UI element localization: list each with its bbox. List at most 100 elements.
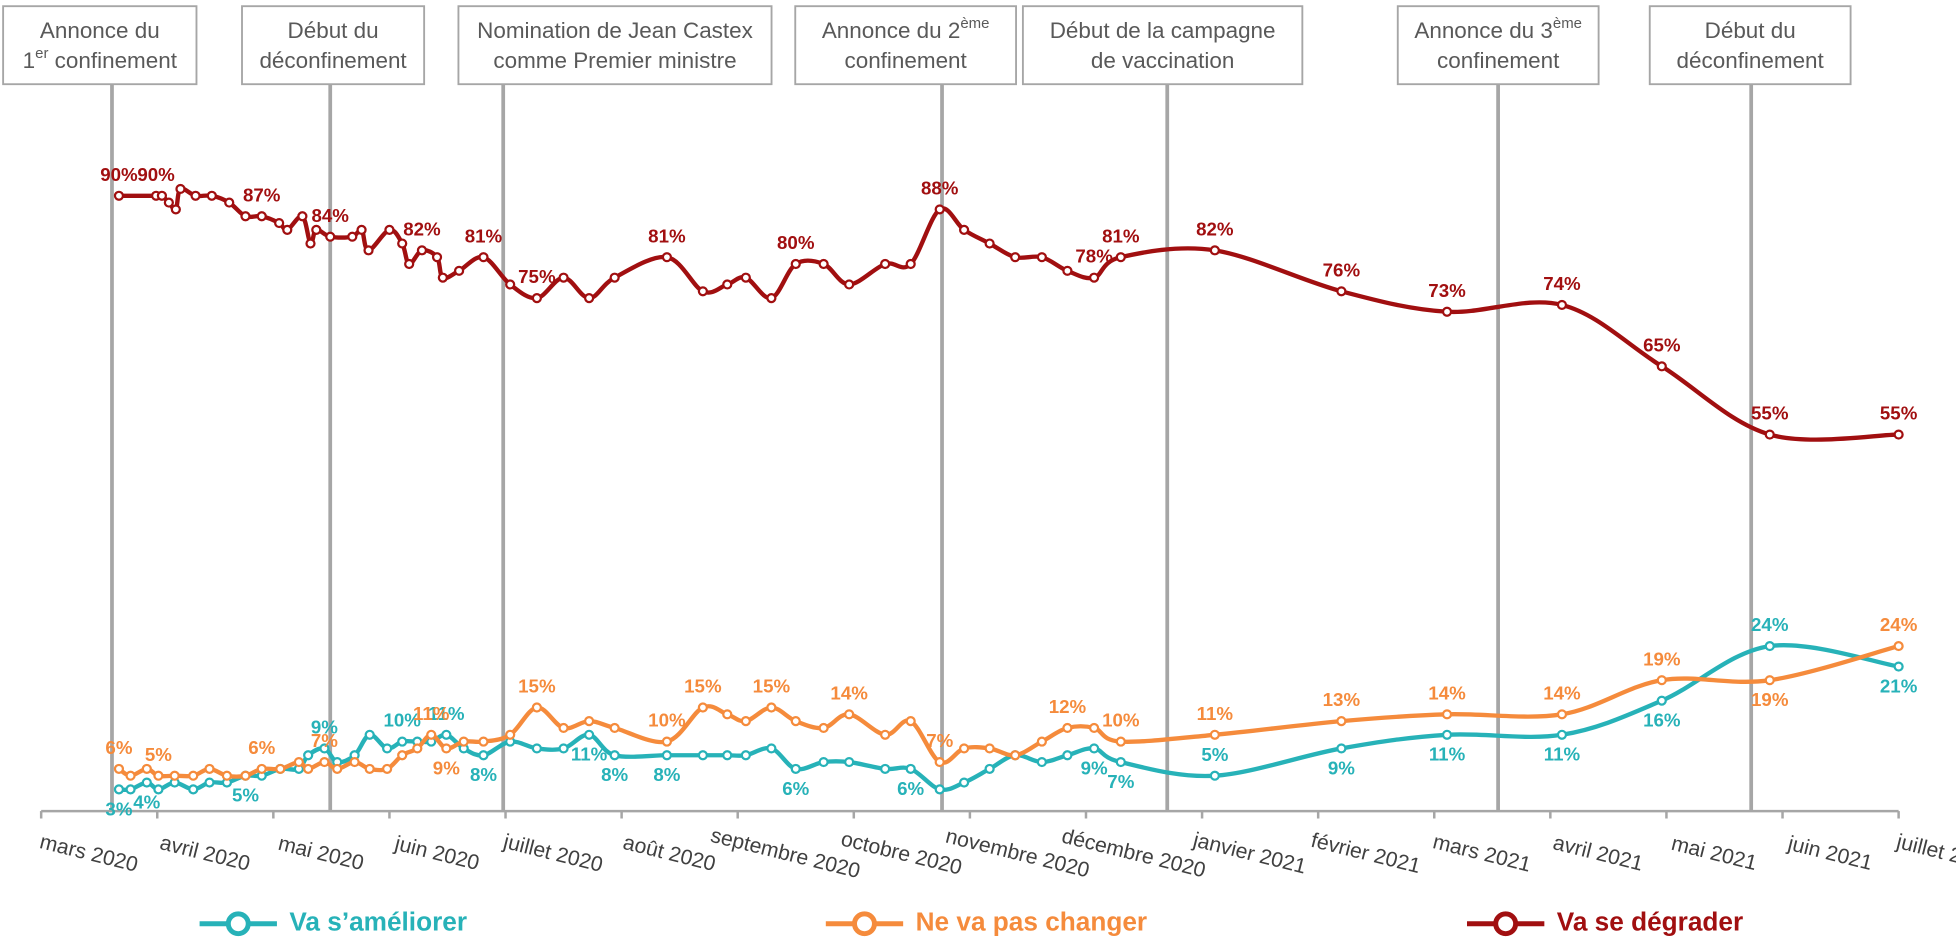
event-box [457, 5, 773, 86]
point [478, 750, 489, 761]
x-tick-label: août 2020 [621, 831, 718, 876]
event-label: Début du [1705, 18, 1796, 43]
point [1764, 429, 1775, 440]
data-label: 5% [145, 744, 172, 765]
event-text: comme Premier ministre [493, 48, 736, 73]
point [397, 238, 408, 249]
data-label: 11% [428, 703, 465, 724]
data-label: 73% [1428, 280, 1466, 301]
data-label: 81% [648, 225, 686, 246]
data-label: 7% [926, 730, 953, 751]
point [303, 763, 314, 774]
point [1010, 252, 1021, 263]
data-label: 5% [232, 785, 259, 806]
point [740, 750, 751, 761]
point [1656, 695, 1667, 706]
point [325, 231, 336, 242]
point [790, 716, 801, 727]
point [478, 736, 489, 747]
data-label: 6% [105, 737, 132, 758]
point [437, 272, 448, 283]
legend-label: Va s’améliorer [289, 907, 467, 937]
point [558, 722, 569, 734]
x-tick-label: avril 2021 [1551, 831, 1646, 875]
point [558, 272, 569, 283]
event-sup: ème [960, 16, 989, 32]
event-label: confinement [1437, 48, 1560, 73]
event-text: Nomination de Jean Castex [477, 18, 753, 43]
point [934, 784, 945, 795]
point [1209, 729, 1220, 740]
point [113, 784, 125, 795]
point [382, 743, 393, 754]
point [397, 736, 408, 747]
data-label: 3% [105, 798, 132, 819]
event-text: 1 [23, 48, 35, 73]
data-label: 8% [653, 764, 680, 785]
point [844, 279, 855, 290]
point [1656, 675, 1667, 686]
event-box [2, 5, 198, 86]
point [384, 224, 395, 235]
point [364, 763, 375, 774]
point [356, 224, 367, 235]
point [609, 750, 620, 761]
point [188, 770, 199, 781]
event-label: Annonce du 3ème [1414, 16, 1582, 43]
x-tick-label: juin 2021 [1785, 832, 1875, 875]
point [722, 750, 733, 761]
point [661, 750, 673, 761]
event-label: Nomination de Jean Castex [477, 18, 753, 43]
point [818, 756, 829, 768]
x-tick-label: mars 2021 [1431, 830, 1534, 876]
point [1010, 750, 1021, 761]
data-label: 21% [1880, 676, 1918, 697]
point [1036, 252, 1047, 263]
data-label: 9% [1081, 757, 1108, 778]
point [311, 224, 322, 235]
point [274, 217, 285, 229]
point [1209, 770, 1220, 781]
data-label: 4% [133, 792, 160, 813]
point [958, 224, 970, 235]
point [1088, 722, 1100, 734]
point [305, 238, 316, 249]
point [297, 211, 308, 222]
event-box [794, 5, 1017, 86]
event-label: Début de la campagne [1050, 18, 1276, 43]
point [1036, 756, 1047, 768]
x-tick-label: juillet 2020 [500, 830, 605, 877]
point [958, 743, 970, 754]
data-label: 80% [777, 232, 815, 253]
point [1336, 743, 1347, 754]
point [1441, 729, 1453, 740]
point [905, 763, 916, 774]
point [583, 716, 595, 727]
point [531, 743, 542, 754]
event-label: Annonce du [40, 18, 160, 43]
legend-marker [1493, 911, 1519, 937]
point [282, 224, 293, 235]
data-label: 75% [518, 266, 556, 287]
event-text: Annonce du [40, 18, 160, 43]
data-label: 19% [1643, 648, 1681, 669]
point [453, 265, 465, 276]
point [1088, 743, 1100, 754]
point [1441, 306, 1453, 317]
point [1893, 641, 1904, 652]
point [1893, 661, 1904, 672]
data-label: 8% [601, 764, 628, 785]
data-label: 7% [311, 730, 338, 751]
point [984, 763, 995, 774]
data-label: 19% [1751, 689, 1789, 710]
data-label: 11% [1197, 703, 1234, 724]
point [206, 190, 217, 201]
event-text: Annonce du 3 [1414, 18, 1553, 43]
point [153, 784, 164, 795]
data-label: 81% [465, 225, 503, 246]
point [844, 756, 855, 768]
point [505, 729, 516, 740]
point [697, 750, 708, 761]
point [256, 763, 267, 774]
event-sup: er [35, 46, 48, 62]
